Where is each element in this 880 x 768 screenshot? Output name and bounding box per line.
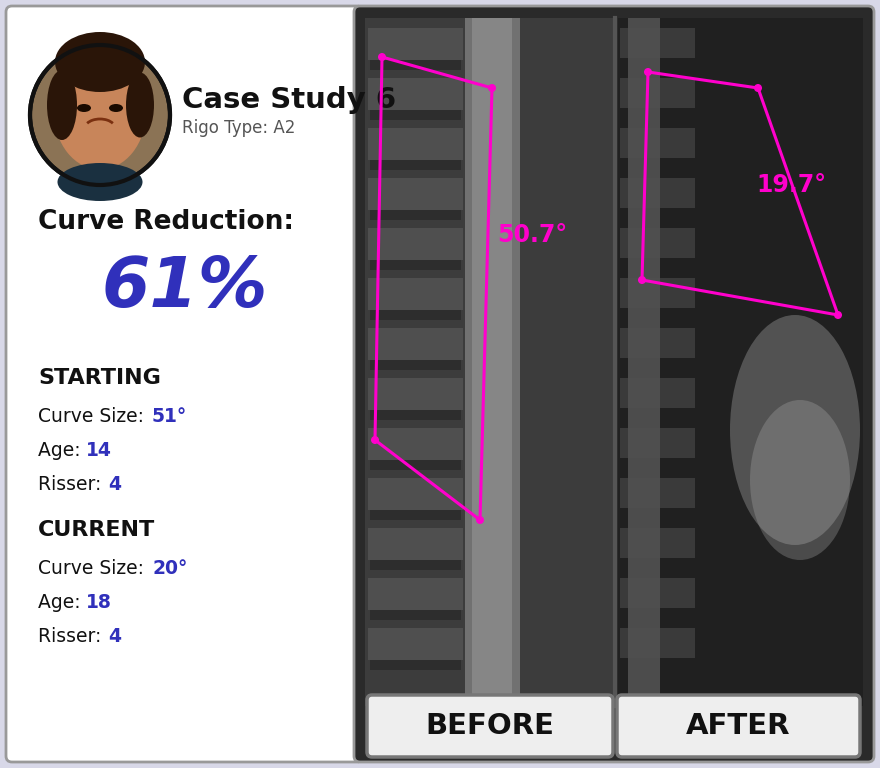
Bar xyxy=(368,78,463,110)
Ellipse shape xyxy=(730,315,860,545)
Ellipse shape xyxy=(126,72,154,137)
Bar xyxy=(368,278,463,310)
Bar xyxy=(365,18,613,706)
Bar xyxy=(368,478,463,510)
Ellipse shape xyxy=(55,32,145,92)
Text: 14: 14 xyxy=(86,441,112,459)
FancyBboxPatch shape xyxy=(617,695,860,757)
Bar xyxy=(620,528,695,558)
Text: Curve Size:: Curve Size: xyxy=(38,406,150,425)
Text: 4: 4 xyxy=(108,475,121,494)
Ellipse shape xyxy=(54,55,146,170)
Text: Curve Size:: Curve Size: xyxy=(38,558,150,578)
Bar xyxy=(618,18,863,706)
Bar xyxy=(628,18,660,706)
Bar xyxy=(370,60,461,70)
Bar xyxy=(370,260,461,270)
Circle shape xyxy=(834,311,842,319)
Text: CURRENT: CURRENT xyxy=(38,520,155,540)
FancyBboxPatch shape xyxy=(354,6,874,762)
Bar xyxy=(465,18,520,706)
Bar xyxy=(370,210,461,220)
Text: BEFORE: BEFORE xyxy=(426,712,554,740)
Text: 51°: 51° xyxy=(152,406,187,425)
Ellipse shape xyxy=(47,70,77,140)
Bar xyxy=(368,178,463,210)
Bar xyxy=(368,628,463,660)
Bar xyxy=(620,178,695,208)
Bar xyxy=(620,628,695,658)
FancyBboxPatch shape xyxy=(6,6,363,762)
Text: 19.7°: 19.7° xyxy=(756,173,826,197)
Circle shape xyxy=(378,53,386,61)
Bar xyxy=(370,110,461,120)
Bar xyxy=(370,560,461,570)
Bar xyxy=(620,378,695,408)
Bar xyxy=(472,18,512,706)
Circle shape xyxy=(371,436,379,444)
Ellipse shape xyxy=(57,163,143,201)
Bar xyxy=(370,660,461,670)
Text: Age:: Age: xyxy=(38,592,86,611)
Bar xyxy=(620,228,695,258)
Text: 18: 18 xyxy=(86,592,112,611)
Circle shape xyxy=(476,516,484,524)
Bar xyxy=(370,360,461,370)
Ellipse shape xyxy=(750,400,850,560)
Text: Curve Reduction:: Curve Reduction: xyxy=(38,209,294,235)
Bar xyxy=(370,460,461,470)
Bar xyxy=(368,378,463,410)
Text: 20°: 20° xyxy=(152,558,187,578)
Circle shape xyxy=(644,68,652,76)
Bar xyxy=(368,578,463,610)
Bar xyxy=(370,410,461,420)
Text: Risser:: Risser: xyxy=(38,475,107,494)
Text: Risser:: Risser: xyxy=(38,627,107,645)
Text: Rigo Type: A2: Rigo Type: A2 xyxy=(182,119,296,137)
Bar xyxy=(620,278,695,308)
Text: 50.7°: 50.7° xyxy=(497,223,568,247)
Text: 61%: 61% xyxy=(102,254,268,322)
Bar xyxy=(368,328,463,360)
Ellipse shape xyxy=(77,104,91,112)
Bar xyxy=(368,28,463,60)
Bar xyxy=(620,128,695,158)
Bar xyxy=(620,28,695,58)
Bar xyxy=(620,478,695,508)
Text: 4: 4 xyxy=(108,627,121,645)
Ellipse shape xyxy=(109,104,123,112)
Bar xyxy=(368,228,463,260)
Bar xyxy=(620,428,695,458)
Bar xyxy=(368,428,463,460)
Text: Case Study 6: Case Study 6 xyxy=(182,86,396,114)
Bar xyxy=(370,510,461,520)
Circle shape xyxy=(638,276,646,284)
Bar xyxy=(620,578,695,608)
Bar xyxy=(368,528,463,560)
Bar xyxy=(370,610,461,620)
FancyBboxPatch shape xyxy=(367,695,613,757)
Circle shape xyxy=(754,84,762,92)
Bar xyxy=(368,128,463,160)
Text: STARTING: STARTING xyxy=(38,368,161,388)
Circle shape xyxy=(30,45,170,185)
Bar xyxy=(620,328,695,358)
Text: Age:: Age: xyxy=(38,441,86,459)
Circle shape xyxy=(488,84,496,92)
Bar xyxy=(370,160,461,170)
Text: AFTER: AFTER xyxy=(686,712,790,740)
Bar xyxy=(620,78,695,108)
Bar xyxy=(370,310,461,320)
